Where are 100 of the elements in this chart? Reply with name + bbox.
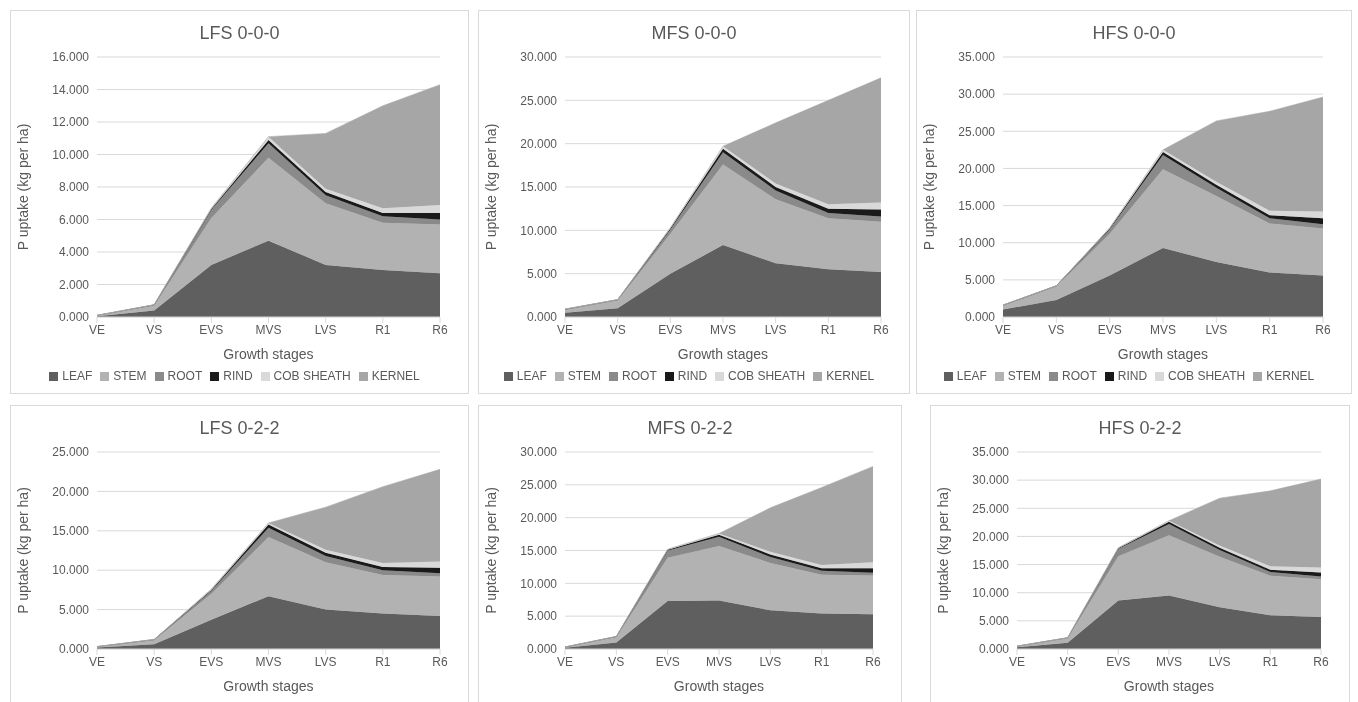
x-tick-label: VE	[994, 322, 1012, 337]
y-tick-label: 5.000	[58, 602, 90, 617]
y-tick-label: 15.000	[52, 524, 90, 539]
x-axis-title: Growth stages	[677, 346, 769, 362]
y-tick-label: 20.000	[520, 136, 558, 151]
y-tick-label: 15.000	[520, 543, 558, 558]
legend-label: RIND	[223, 369, 253, 383]
x-tick-label: R1	[375, 654, 391, 669]
x-tick-label: VE	[88, 654, 106, 669]
x-tick-label: VS	[1059, 654, 1076, 669]
x-tick-label: VE	[1008, 654, 1026, 669]
legend-label: RIND	[1117, 369, 1148, 383]
chart-title: MFS 0-0-0	[650, 23, 738, 45]
y-tick-label: 5.000	[978, 614, 1010, 629]
legend-label: KERNEL	[371, 369, 420, 383]
y-axis-title: P uptake (kg per ha)	[920, 123, 937, 251]
x-axis-title: Growth stages	[1117, 346, 1209, 362]
x-tick-label: LVS	[314, 654, 337, 669]
y-tick-label: 15.000	[520, 180, 558, 195]
y-tick-label: 30.000	[520, 445, 558, 460]
y-tick-label: 16.000	[52, 50, 90, 65]
y-axis-title: P uptake (kg per ha)	[934, 487, 951, 614]
y-tick-label: 10.000	[958, 235, 996, 250]
x-tick-label: MVS	[709, 322, 737, 337]
y-axis-title: P uptake (kg per ha)	[482, 123, 499, 251]
y-tick-label: 0.000	[978, 642, 1010, 657]
x-tick-label: VS	[608, 654, 625, 669]
y-tick-label: 35.000	[972, 445, 1010, 460]
x-tick-label: LVS	[1208, 654, 1231, 669]
y-tick-label: 30.000	[958, 87, 996, 102]
x-tick-label: MVS	[705, 654, 733, 669]
y-tick-label: 0.000	[526, 310, 558, 325]
x-tick-label: VE	[556, 654, 574, 669]
y-tick-label: 25.000	[958, 124, 996, 139]
x-axis-title: Growth stages	[673, 678, 765, 694]
x-axis-title: Growth stages	[223, 678, 314, 694]
legend-label: COB SHEATH	[273, 369, 351, 383]
y-tick-label: 8.000	[58, 180, 90, 195]
x-tick-label: EVS	[655, 654, 680, 669]
y-tick-label: 10.000	[52, 147, 90, 162]
y-tick-label: 10.000	[520, 576, 558, 591]
y-tick-label: 5.000	[964, 273, 996, 288]
x-tick-label: LVS	[759, 654, 782, 669]
y-axis-title: P uptake (kg per ha)	[14, 487, 31, 614]
y-tick-label: 20.000	[520, 510, 558, 525]
legend-label: STEM	[113, 369, 147, 383]
y-tick-label: 30.000	[972, 473, 1010, 488]
x-tick-label: R1	[1261, 322, 1278, 337]
x-tick-label: R6	[432, 322, 448, 337]
y-tick-label: 10.000	[520, 223, 558, 238]
x-tick-label: R6	[873, 322, 889, 337]
y-tick-label: 5.000	[526, 266, 558, 281]
x-axis-title: Growth stages	[223, 346, 314, 362]
chart-title: LFS 0-0-0	[198, 23, 281, 45]
y-tick-label: 30.000	[520, 50, 558, 65]
y-tick-label: 10.000	[972, 585, 1010, 600]
y-tick-label: 2.000	[58, 277, 90, 292]
legend-label: LEAF	[62, 369, 93, 383]
legend-label: STEM	[567, 369, 602, 383]
chart-title: MFS 0-2-2	[646, 418, 734, 440]
y-tick-label: 5.000	[526, 609, 558, 624]
legend-label: STEM	[1007, 369, 1042, 383]
legend-label: RIND	[677, 369, 708, 383]
legend-label: COB SHEATH	[1168, 369, 1246, 383]
x-tick-label: EVS	[199, 654, 224, 669]
legend-label: KERNEL	[1266, 369, 1315, 383]
y-tick-label: 25.000	[52, 445, 90, 460]
y-tick-label: 25.000	[520, 478, 558, 493]
y-tick-label: 15.000	[958, 198, 996, 213]
x-tick-label: EVS	[1097, 322, 1122, 337]
y-tick-label: 25.000	[972, 501, 1010, 516]
x-tick-label: R1	[820, 322, 837, 337]
x-tick-label: R1	[813, 654, 830, 669]
y-axis-title: P uptake (kg per ha)	[14, 123, 31, 251]
x-tick-label: VS	[1048, 322, 1065, 337]
y-tick-label: 12.000	[52, 115, 90, 130]
y-tick-label: 0.000	[58, 310, 90, 325]
chart-title: LFS 0-2-2	[198, 418, 281, 440]
x-tick-label: R1	[1262, 654, 1279, 669]
x-tick-label: EVS	[658, 322, 683, 337]
legend-label: LEAF	[516, 369, 547, 383]
x-tick-label: MVS	[1155, 654, 1183, 669]
x-tick-label: R6	[1313, 654, 1329, 669]
y-tick-label: 20.000	[52, 484, 90, 499]
x-tick-label: VE	[556, 322, 574, 337]
legend-label: ROOT	[622, 369, 657, 383]
x-axis-title: Growth stages	[1123, 678, 1215, 694]
legend-label: ROOT	[167, 369, 203, 383]
x-tick-label: R6	[432, 654, 448, 669]
x-tick-label: VE	[88, 322, 106, 337]
y-tick-label: 14.000	[52, 82, 90, 97]
legend-label: LEAF	[956, 369, 987, 383]
x-tick-label: VS	[146, 654, 163, 669]
chart-title: HFS 0-2-2	[1097, 418, 1183, 440]
y-tick-label: 20.000	[972, 529, 1010, 544]
x-tick-label: LVS	[1205, 322, 1228, 337]
x-tick-label: MVS	[1149, 322, 1177, 337]
x-tick-label: MVS	[255, 322, 282, 337]
x-tick-label: R1	[375, 322, 391, 337]
y-tick-label: 0.000	[58, 642, 90, 657]
